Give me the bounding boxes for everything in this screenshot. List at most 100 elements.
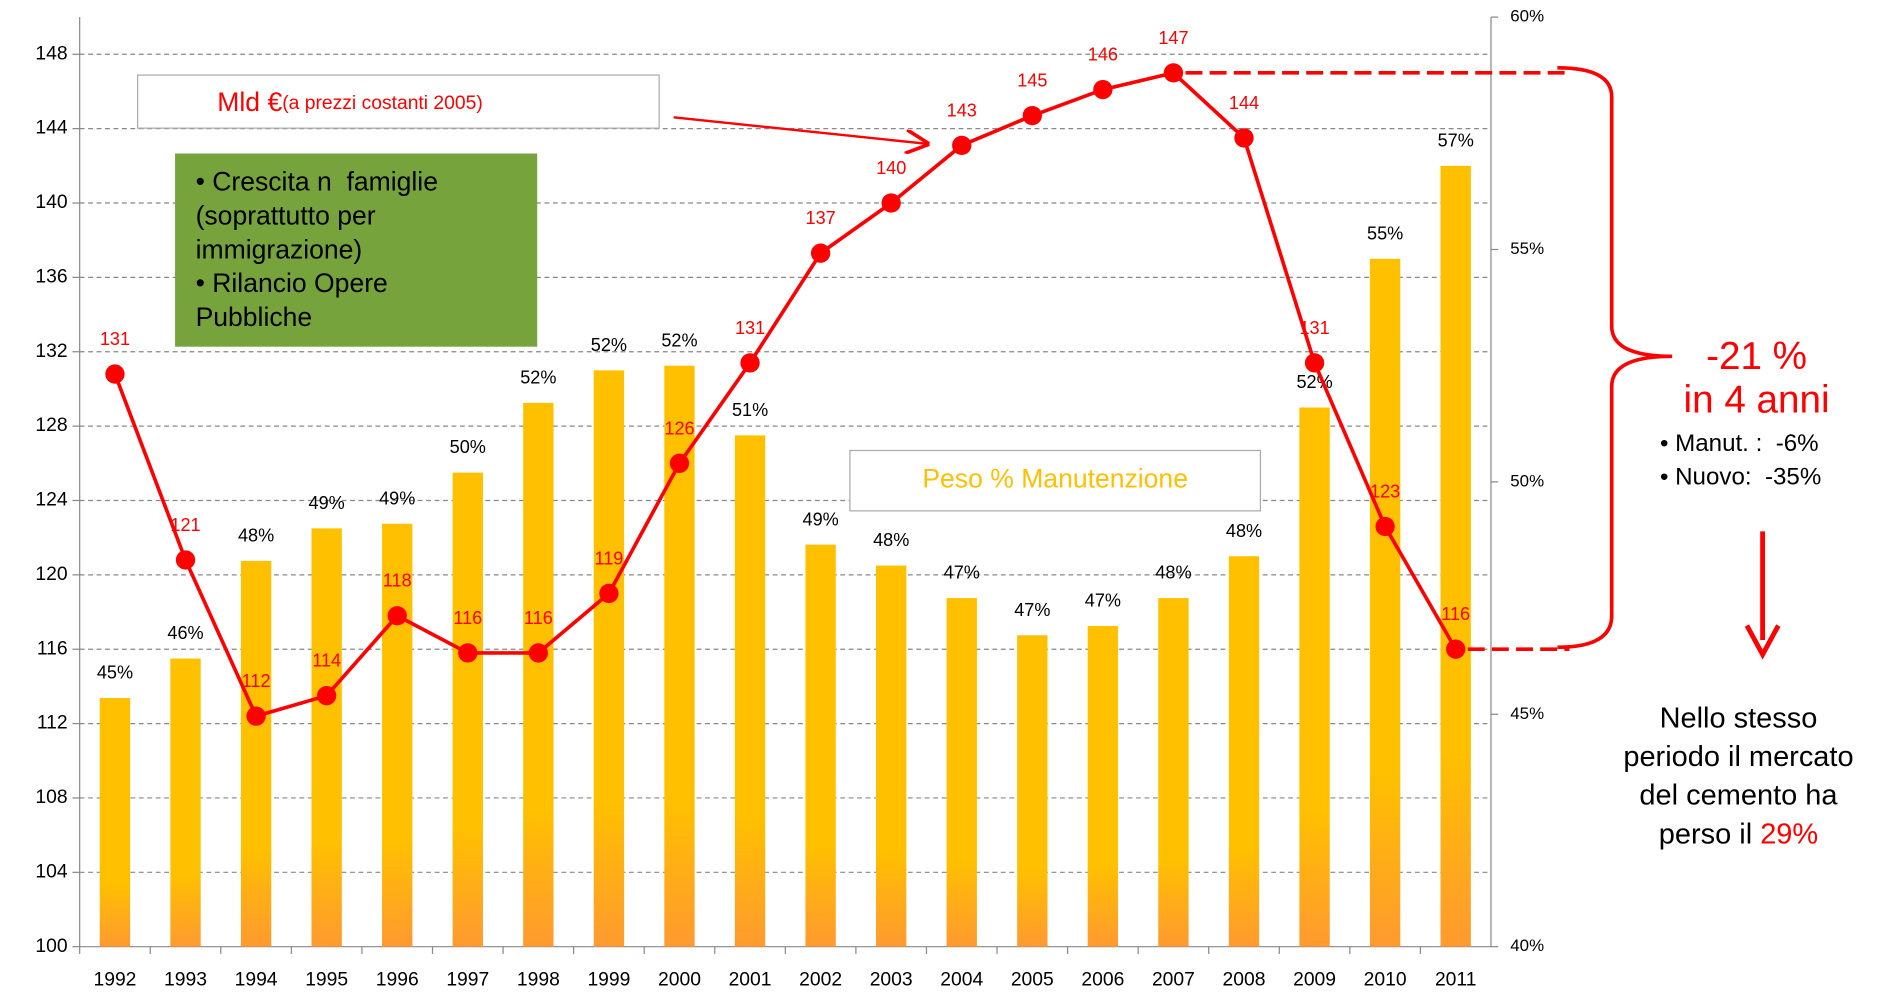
bar-value-label: 52%: [591, 335, 627, 355]
line-point: [175, 550, 196, 570]
line-point: [669, 453, 690, 473]
x-tick-label: 1996: [376, 970, 419, 991]
line-point: [1304, 353, 1325, 373]
line-point: [740, 353, 760, 373]
line-point: [952, 135, 972, 156]
line-point: [458, 643, 478, 663]
bracket: [1557, 65, 1673, 650]
bar-value-label: 46%: [167, 623, 203, 643]
y-tick-label: 104: [35, 861, 67, 882]
down-arrow-head: [1744, 624, 1781, 660]
x-tick-label: 2009: [1293, 970, 1336, 991]
bar: [1440, 165, 1471, 947]
y-tick-label: 144: [35, 118, 67, 139]
line-value-label: 131: [1299, 318, 1329, 338]
line-value-label: 116: [453, 608, 482, 628]
y-tick-label: 140: [35, 192, 67, 213]
line-point: [1163, 63, 1184, 83]
line-name: Mld €: [217, 87, 282, 117]
line-value-label: 123: [1370, 481, 1400, 501]
y-tick-label: 132: [35, 341, 67, 362]
bar-value-label: 48%: [873, 530, 909, 550]
x-tick-label: 1995: [305, 970, 348, 991]
line: [113, 70, 1458, 719]
note-highlight: 29%: [1760, 818, 1818, 850]
y-tick-label: 136: [35, 266, 67, 287]
bar: [734, 435, 766, 947]
bar: [170, 658, 201, 947]
line-point: [1022, 105, 1042, 126]
bar-value-label: 48%: [1155, 563, 1191, 583]
bar: [946, 598, 977, 947]
y2-tick-label: 50%: [1510, 471, 1544, 490]
green-box-text: Pubbliche: [196, 302, 313, 332]
y2-tick-label: 55%: [1510, 239, 1544, 258]
line-value-label: 116: [1441, 604, 1470, 624]
x-tick-label: 1998: [517, 970, 560, 991]
bar-value-label: 57%: [1438, 130, 1474, 150]
x-tick-label: 2011: [1435, 970, 1477, 991]
x-tick-label: 2001: [729, 970, 772, 991]
detail: • Nuovo: -35%: [1660, 464, 1821, 491]
bar-value-label: 51%: [732, 400, 768, 420]
y-tick-label: 116: [37, 638, 68, 659]
y-tick-label: 124: [35, 490, 67, 511]
line-value-label: 131: [735, 318, 765, 338]
change-period: in 4 anni: [1684, 378, 1830, 421]
line-subtitle: (a prezzi costanti 2005): [282, 93, 483, 114]
bar-value-label: 55%: [1367, 223, 1403, 243]
line-point: [1446, 639, 1466, 659]
x-tick-label: 1997: [446, 970, 489, 991]
bar: [1228, 556, 1260, 947]
bar-value-label: 45%: [97, 663, 133, 683]
bar: [664, 365, 695, 947]
x-tick-label: 2002: [799, 970, 842, 991]
line-label: Mld €(a prezzi costanti 2005): [217, 87, 483, 117]
y2-tick-label: 40%: [1510, 936, 1544, 955]
bar-value-label: 49%: [309, 493, 345, 513]
bar-value-label: 47%: [944, 563, 980, 583]
y-tick-label: 120: [35, 564, 67, 585]
line-point: [1234, 128, 1254, 148]
line-point: [1375, 516, 1395, 537]
line-point: [1093, 79, 1113, 100]
x-tick-label: 2010: [1364, 970, 1407, 991]
line-value-label: 116: [524, 608, 553, 628]
line-value-label: 147: [1158, 28, 1188, 48]
line-value-label: 140: [876, 158, 906, 178]
bar: [99, 698, 131, 947]
line-value-label: 118: [383, 571, 412, 591]
y-tick-label: 112: [37, 713, 68, 734]
line-point: [599, 583, 619, 604]
bar: [1369, 258, 1401, 947]
y-tick-label: 100: [35, 936, 67, 957]
note: periodo il mercato: [1623, 741, 1853, 773]
green-box: [175, 153, 538, 347]
note: del cemento ha: [1639, 780, 1838, 812]
line-label-box: [137, 74, 660, 129]
bar: [311, 528, 342, 947]
y-tick-label: 148: [35, 43, 67, 64]
line-value-label: 119: [594, 548, 623, 568]
y-tick-label: 108: [35, 787, 67, 808]
bar-label-box: [849, 449, 1261, 512]
bar-value-label: 49%: [379, 488, 415, 508]
bar: [523, 402, 554, 947]
detail: • Manut. : -6%: [1660, 430, 1819, 457]
x-tick-label: 1994: [235, 970, 278, 991]
line-point: [881, 193, 901, 213]
bar-value-label: 49%: [803, 509, 839, 529]
bar-value-label: 47%: [1014, 600, 1050, 620]
bar: [593, 370, 625, 947]
line-point: [528, 643, 549, 663]
green-box-text: • Crescita n famiglie: [196, 167, 438, 197]
line-point: [316, 686, 337, 706]
bar-value-label: 47%: [1085, 591, 1121, 611]
bar: [382, 523, 413, 947]
bar: [805, 544, 836, 947]
x-tick-label: 2007: [1152, 970, 1195, 991]
line-value-label: 121: [170, 515, 200, 535]
x-tick-label: 2005: [1011, 970, 1054, 991]
plot: 100 104 108 112 116 120 124 128 132 136 140 144 148 4…: [35, 7, 1544, 991]
